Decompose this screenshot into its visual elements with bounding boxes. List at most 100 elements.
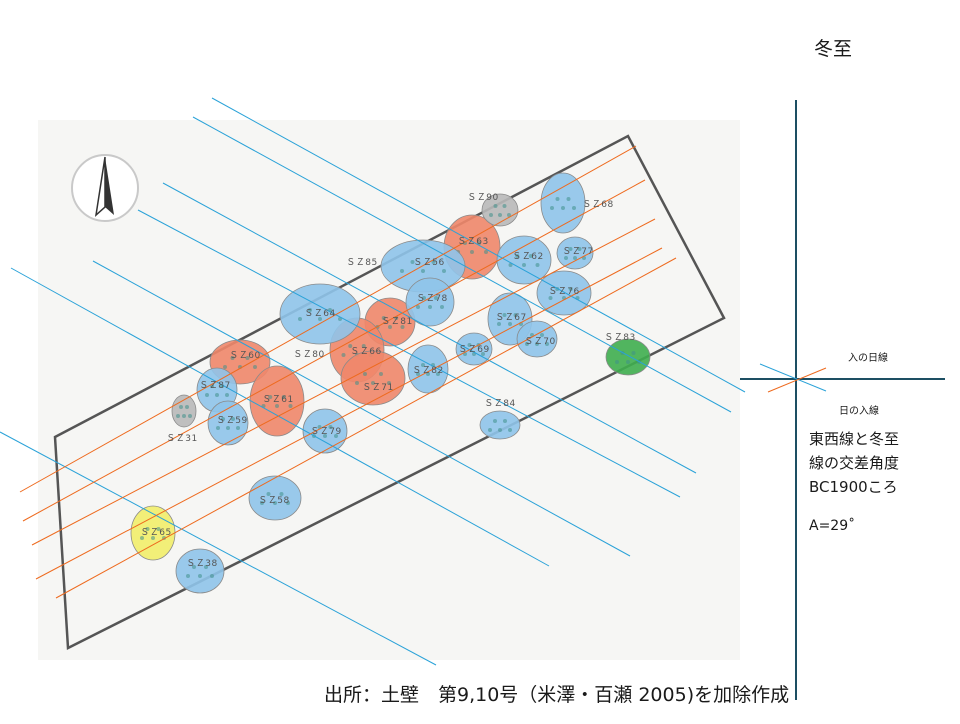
pit-speckle	[400, 269, 404, 273]
pit-speckle	[545, 342, 549, 346]
pit-label-blue-5: ＳＺ76	[548, 287, 579, 297]
pit-speckle	[275, 404, 279, 408]
pit-speckle	[555, 197, 560, 201]
pit-speckle	[431, 260, 436, 264]
pit-speckle	[318, 317, 322, 321]
angle-note: 東西線と冬至 線の交差角度 BC1900ころ	[809, 427, 899, 499]
pit-speckle	[361, 344, 366, 348]
pit-speckle	[416, 305, 420, 309]
winter-solstice-line-orange	[767, 367, 827, 393]
east-west-line-1	[211, 97, 746, 393]
pit-blue-15	[248, 475, 302, 521]
pit-blue-17	[479, 410, 521, 440]
pit-speckle	[328, 425, 333, 429]
pit-speckle	[540, 333, 544, 337]
pit-speckle	[572, 206, 576, 210]
pit-speckle	[535, 263, 540, 267]
pit-speckle	[341, 353, 346, 357]
pit-label-red-4: ＳＺ66	[350, 347, 381, 357]
pit-label-blue-15: ＳＺ58	[258, 496, 289, 506]
pit-speckle	[484, 250, 488, 254]
pit-speckle	[422, 296, 426, 300]
pit-speckle	[440, 305, 444, 309]
pit-speckle	[535, 342, 539, 346]
pit-speckle	[253, 365, 257, 369]
pit-speckle	[577, 247, 582, 251]
pit-speckle	[550, 206, 554, 210]
pit-label-other-2: ＳＺ80	[293, 350, 324, 360]
east-west-line-5	[92, 260, 631, 557]
pit-speckle	[508, 322, 512, 326]
pit-speckle	[182, 414, 186, 418]
pit-speckle	[308, 308, 312, 312]
pit-label-blue-12: ＳＺ87	[199, 381, 230, 391]
source-caption: 出所：土壁 第9,10号（米澤・百瀬 2005)を加除作成	[324, 684, 790, 706]
pit-speckle	[198, 574, 202, 578]
solstice-line-1	[19, 145, 637, 493]
pit-label-blue-1: ＳＺ68	[582, 200, 613, 210]
pit-speckle	[573, 256, 577, 260]
pit-speckle	[416, 372, 420, 376]
pit-label-blue-7: ＳＺ64	[304, 309, 335, 319]
solstice-line-5	[55, 257, 677, 599]
pit-speckle	[502, 313, 507, 317]
note-line-3: BC1900ころ	[809, 478, 898, 496]
pit-blue-9	[516, 320, 558, 358]
pit-blue-6	[405, 277, 455, 327]
pit-speckle	[145, 527, 150, 531]
east-west-line-4	[137, 209, 681, 498]
pit-speckle	[226, 426, 230, 430]
angle-value: A=29˚	[809, 518, 856, 534]
pit-speckle	[564, 256, 568, 260]
pit-label-other-1: ＳＺ85	[346, 258, 377, 268]
solstice-line-3	[31, 218, 656, 546]
pit-speckle	[388, 325, 392, 329]
pit-speckle	[231, 417, 235, 421]
pit-label-yellow-1: ＳＺ65	[140, 528, 171, 538]
pit-label-blue-4: ＳＺ56	[413, 258, 444, 268]
pit-speckle	[434, 296, 438, 300]
pit-speckle	[400, 325, 405, 329]
pit-speckle	[215, 393, 219, 397]
east-west-line-6	[10, 267, 550, 567]
pit-speckle	[355, 381, 359, 385]
pit-speckle	[442, 269, 446, 273]
pit-label-blue-17: ＳＺ84	[484, 399, 515, 409]
pit-speckle	[288, 404, 293, 408]
pit-speckle	[481, 352, 485, 356]
pit-speckle	[379, 372, 383, 376]
pit-speckle	[502, 204, 507, 208]
pit-blue-5	[536, 270, 592, 316]
pit-label-blue-2: ＳＺ62	[512, 252, 543, 262]
pit-label-gray-2: ＳＺ31	[166, 434, 197, 444]
pit-speckle	[568, 247, 573, 251]
pit-speckle	[488, 428, 492, 432]
pit-speckle	[216, 426, 220, 430]
pit-speckle	[156, 527, 161, 531]
pit-label-red-3: ＳＺ60	[229, 351, 260, 361]
solstice-line-4	[35, 247, 663, 580]
pit-red-6	[340, 350, 406, 406]
pit-speckle	[266, 492, 271, 496]
pit-speckle	[421, 269, 425, 273]
pit-layer	[130, 172, 651, 594]
pit-speckle	[470, 250, 474, 254]
pit-speckle	[363, 372, 367, 376]
pit-label-blue-3: ＳＺ77	[562, 247, 593, 257]
pit-speckle	[631, 351, 636, 355]
winter-solstice-line-blue	[759, 363, 827, 392]
pit-label-layer: ＳＺ63 ＳＺ81 ＳＺ60 ＳＺ66 ＳＺ61 ＳＺ71 ＳＺ68 ＳＺ62 ＳＺ77 ＳＺ56…	[140, 193, 635, 569]
pit-speckle	[371, 381, 375, 385]
pit-speckle	[489, 213, 493, 217]
pit-speckle	[281, 395, 286, 399]
east-west-line-2	[192, 116, 732, 413]
pit-speckle	[436, 372, 440, 376]
pit-speckle	[421, 363, 425, 367]
pit-speckle	[387, 381, 391, 385]
pit-speckle	[410, 260, 415, 264]
solstice-line-2	[22, 179, 646, 522]
note-line-1: 東西線と冬至	[809, 430, 900, 448]
pit-speckle	[428, 305, 432, 309]
pit-blue-2	[496, 235, 552, 285]
